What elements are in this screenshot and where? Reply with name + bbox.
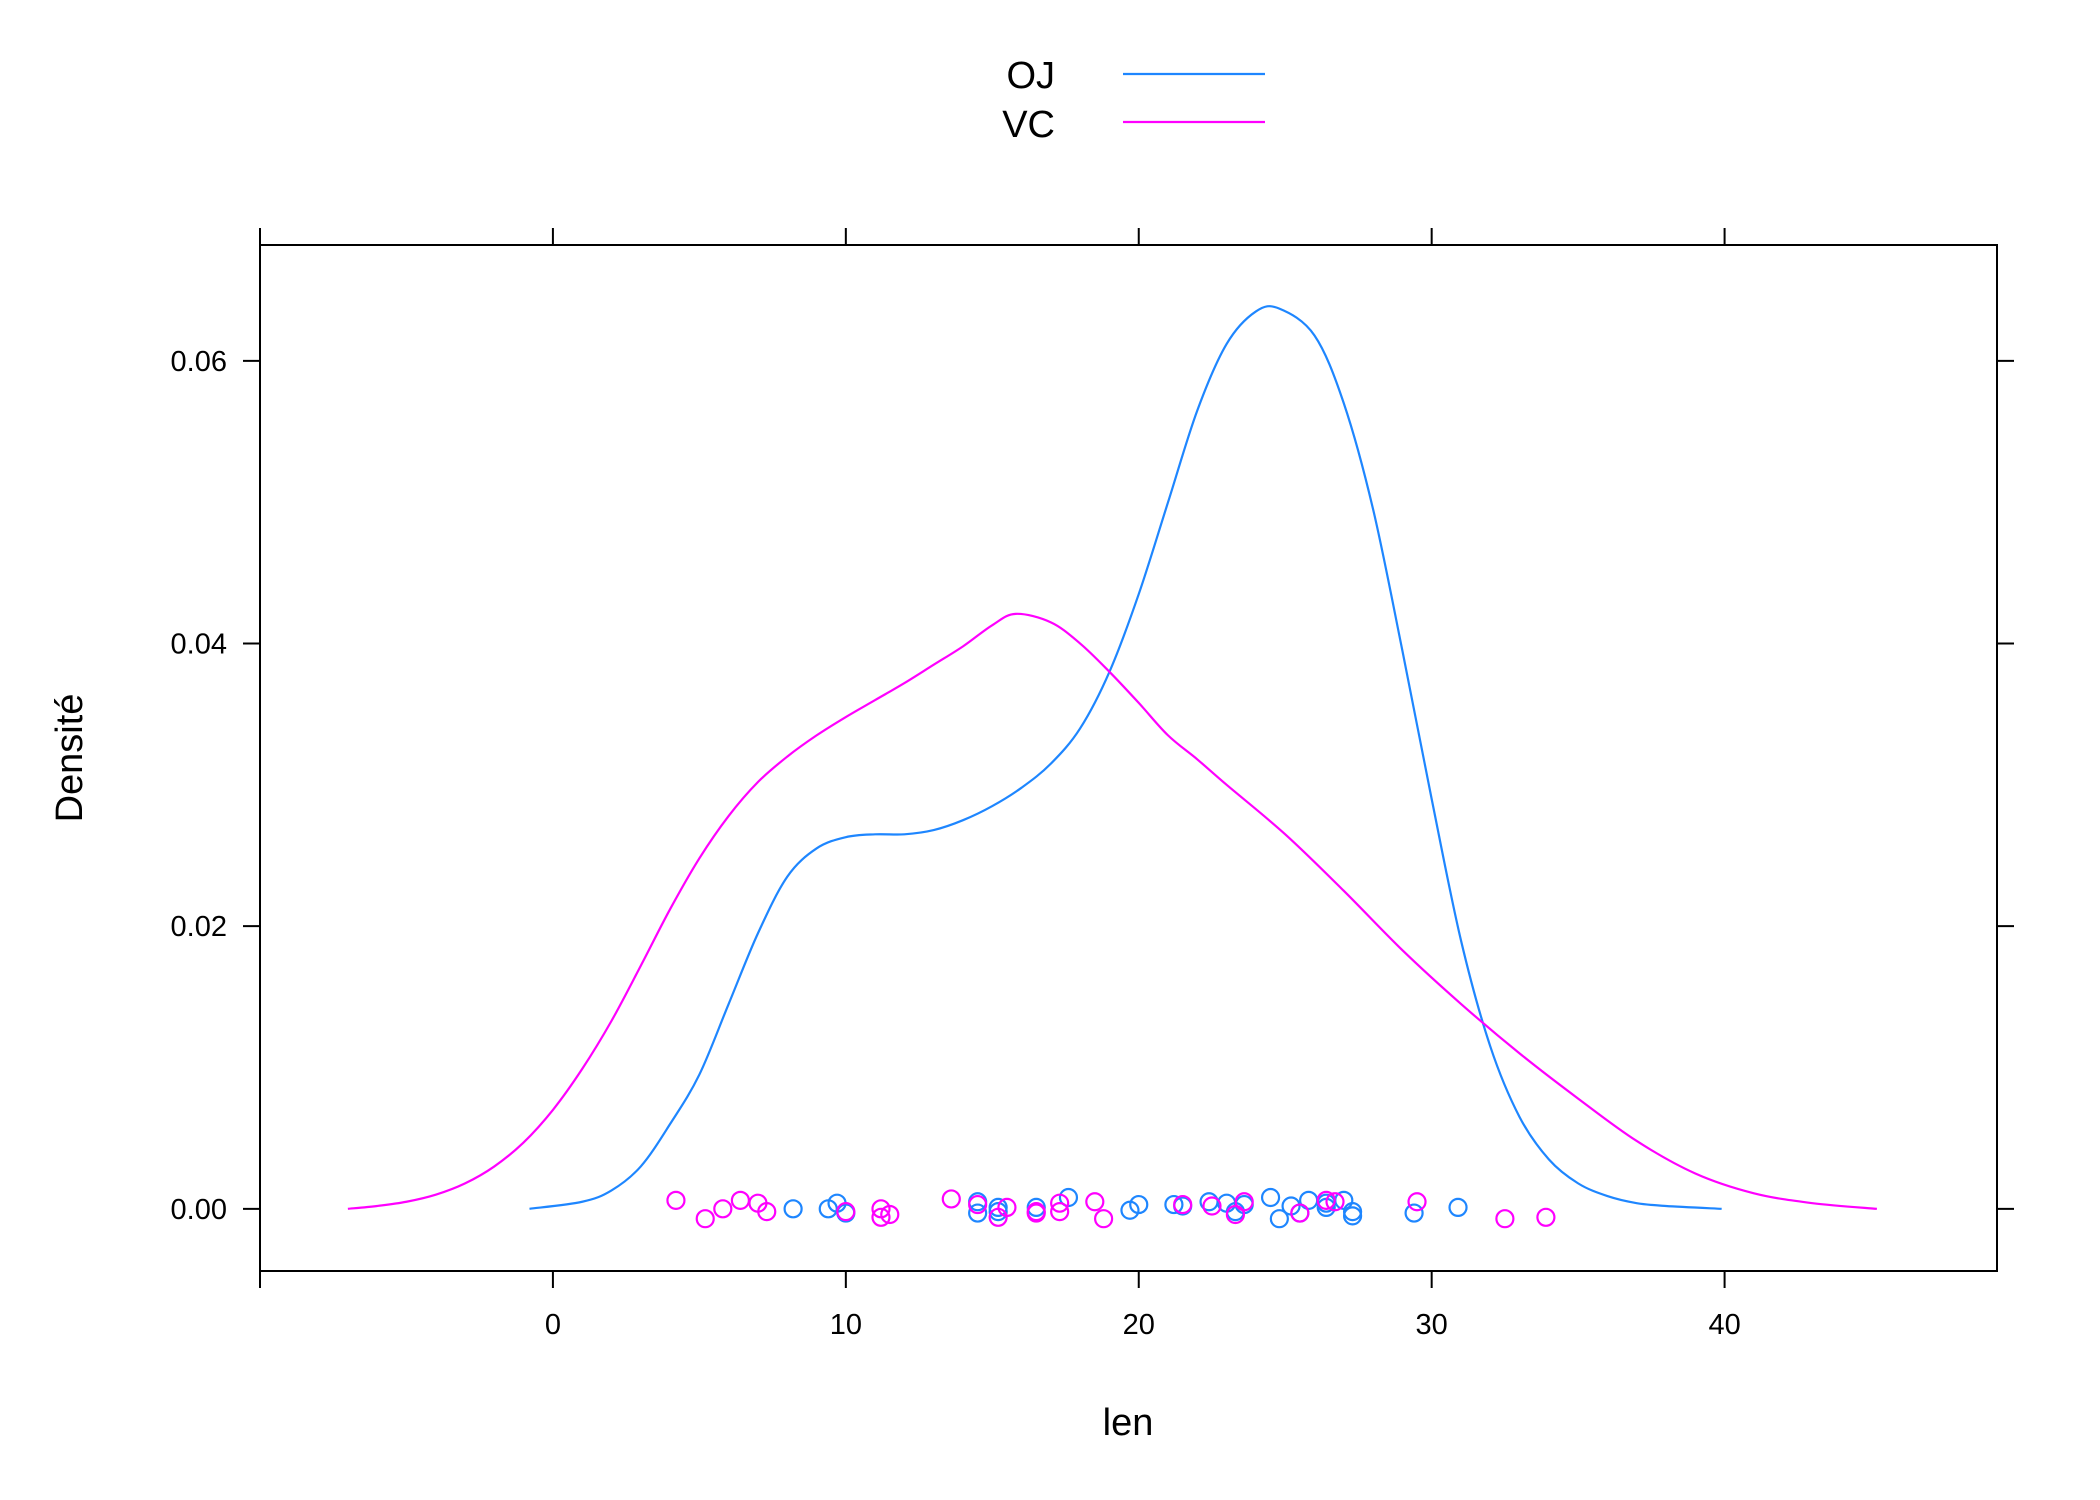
- data-point-vc: [997, 1197, 1017, 1218]
- data-point-vc: [880, 1204, 900, 1225]
- data-point-vc: [1234, 1192, 1254, 1212]
- x-tick-label: 40: [1708, 1309, 1740, 1341]
- data-point-vc: [730, 1190, 750, 1210]
- data-point-oj: [1299, 1190, 1319, 1210]
- data-point-vc: [1094, 1209, 1114, 1229]
- data-point-vc: [871, 1207, 891, 1227]
- data-point-vc: [1536, 1207, 1556, 1227]
- y-tick-label: 0.04: [171, 629, 227, 661]
- legend-label-oj: OJ: [1006, 55, 1055, 97]
- data-point-oj: [1404, 1203, 1424, 1223]
- plot-frame: [259, 244, 1998, 1272]
- data-point-oj: [988, 1197, 1008, 1218]
- data-point-vc: [1050, 1193, 1070, 1213]
- data-point-vc: [695, 1209, 715, 1229]
- x-tick-label: 30: [1416, 1309, 1448, 1341]
- y-tick-label: 0.02: [171, 911, 227, 943]
- data-point-oj: [1129, 1194, 1149, 1215]
- data-point-oj: [1260, 1187, 1281, 1208]
- data-point-vc: [836, 1202, 856, 1222]
- x-axis: 0 10 20 30 40: [259, 228, 1741, 1341]
- data-point-vc: [1495, 1209, 1515, 1229]
- x-tick-label: 0: [545, 1309, 561, 1341]
- data-point-vc: [666, 1190, 686, 1210]
- data-point-vc: [941, 1189, 961, 1209]
- density-curve-vc: [347, 612, 1877, 1210]
- density-curve-oj: [529, 305, 1722, 1210]
- legend-label-vc: VC: [1002, 104, 1055, 146]
- data-point-oj: [1269, 1209, 1289, 1229]
- data-point-vc: [1085, 1192, 1105, 1212]
- rug-points: [666, 1187, 1556, 1229]
- data-point-vc: [1026, 1203, 1046, 1223]
- data-point-oj: [1342, 1202, 1363, 1222]
- density-curves: [347, 305, 1877, 1210]
- data-point-oj: [1448, 1197, 1468, 1218]
- data-point-vc: [1407, 1192, 1427, 1212]
- data-point-vc: [1050, 1202, 1070, 1222]
- x-tick-label: 10: [830, 1309, 862, 1341]
- data-point-vc: [713, 1199, 733, 1219]
- data-point-vc: [757, 1202, 777, 1222]
- data-point-vc: [1316, 1190, 1336, 1210]
- legend: OJ VC: [1002, 55, 1265, 146]
- data-point-vc: [968, 1194, 988, 1215]
- data-point-oj: [1164, 1194, 1184, 1215]
- x-tick-label: 20: [1123, 1309, 1155, 1341]
- x-axis-title: len: [1103, 1402, 1154, 1444]
- data-point-vc: [1173, 1194, 1193, 1215]
- data-point-oj: [783, 1199, 803, 1219]
- data-point-vc: [1290, 1203, 1310, 1223]
- data-point-oj: [968, 1203, 988, 1223]
- data-point-vc: [1202, 1196, 1222, 1216]
- y-axis-title: Densité: [49, 694, 91, 823]
- y-axis: 0.00 0.02 0.04 0.06: [171, 346, 2014, 1226]
- y-tick-label: 0.00: [171, 1194, 227, 1226]
- data-point-vc: [1325, 1192, 1345, 1212]
- data-point-oj: [1342, 1206, 1363, 1226]
- data-point-vc: [1225, 1204, 1246, 1225]
- y-tick-label: 0.06: [171, 346, 227, 378]
